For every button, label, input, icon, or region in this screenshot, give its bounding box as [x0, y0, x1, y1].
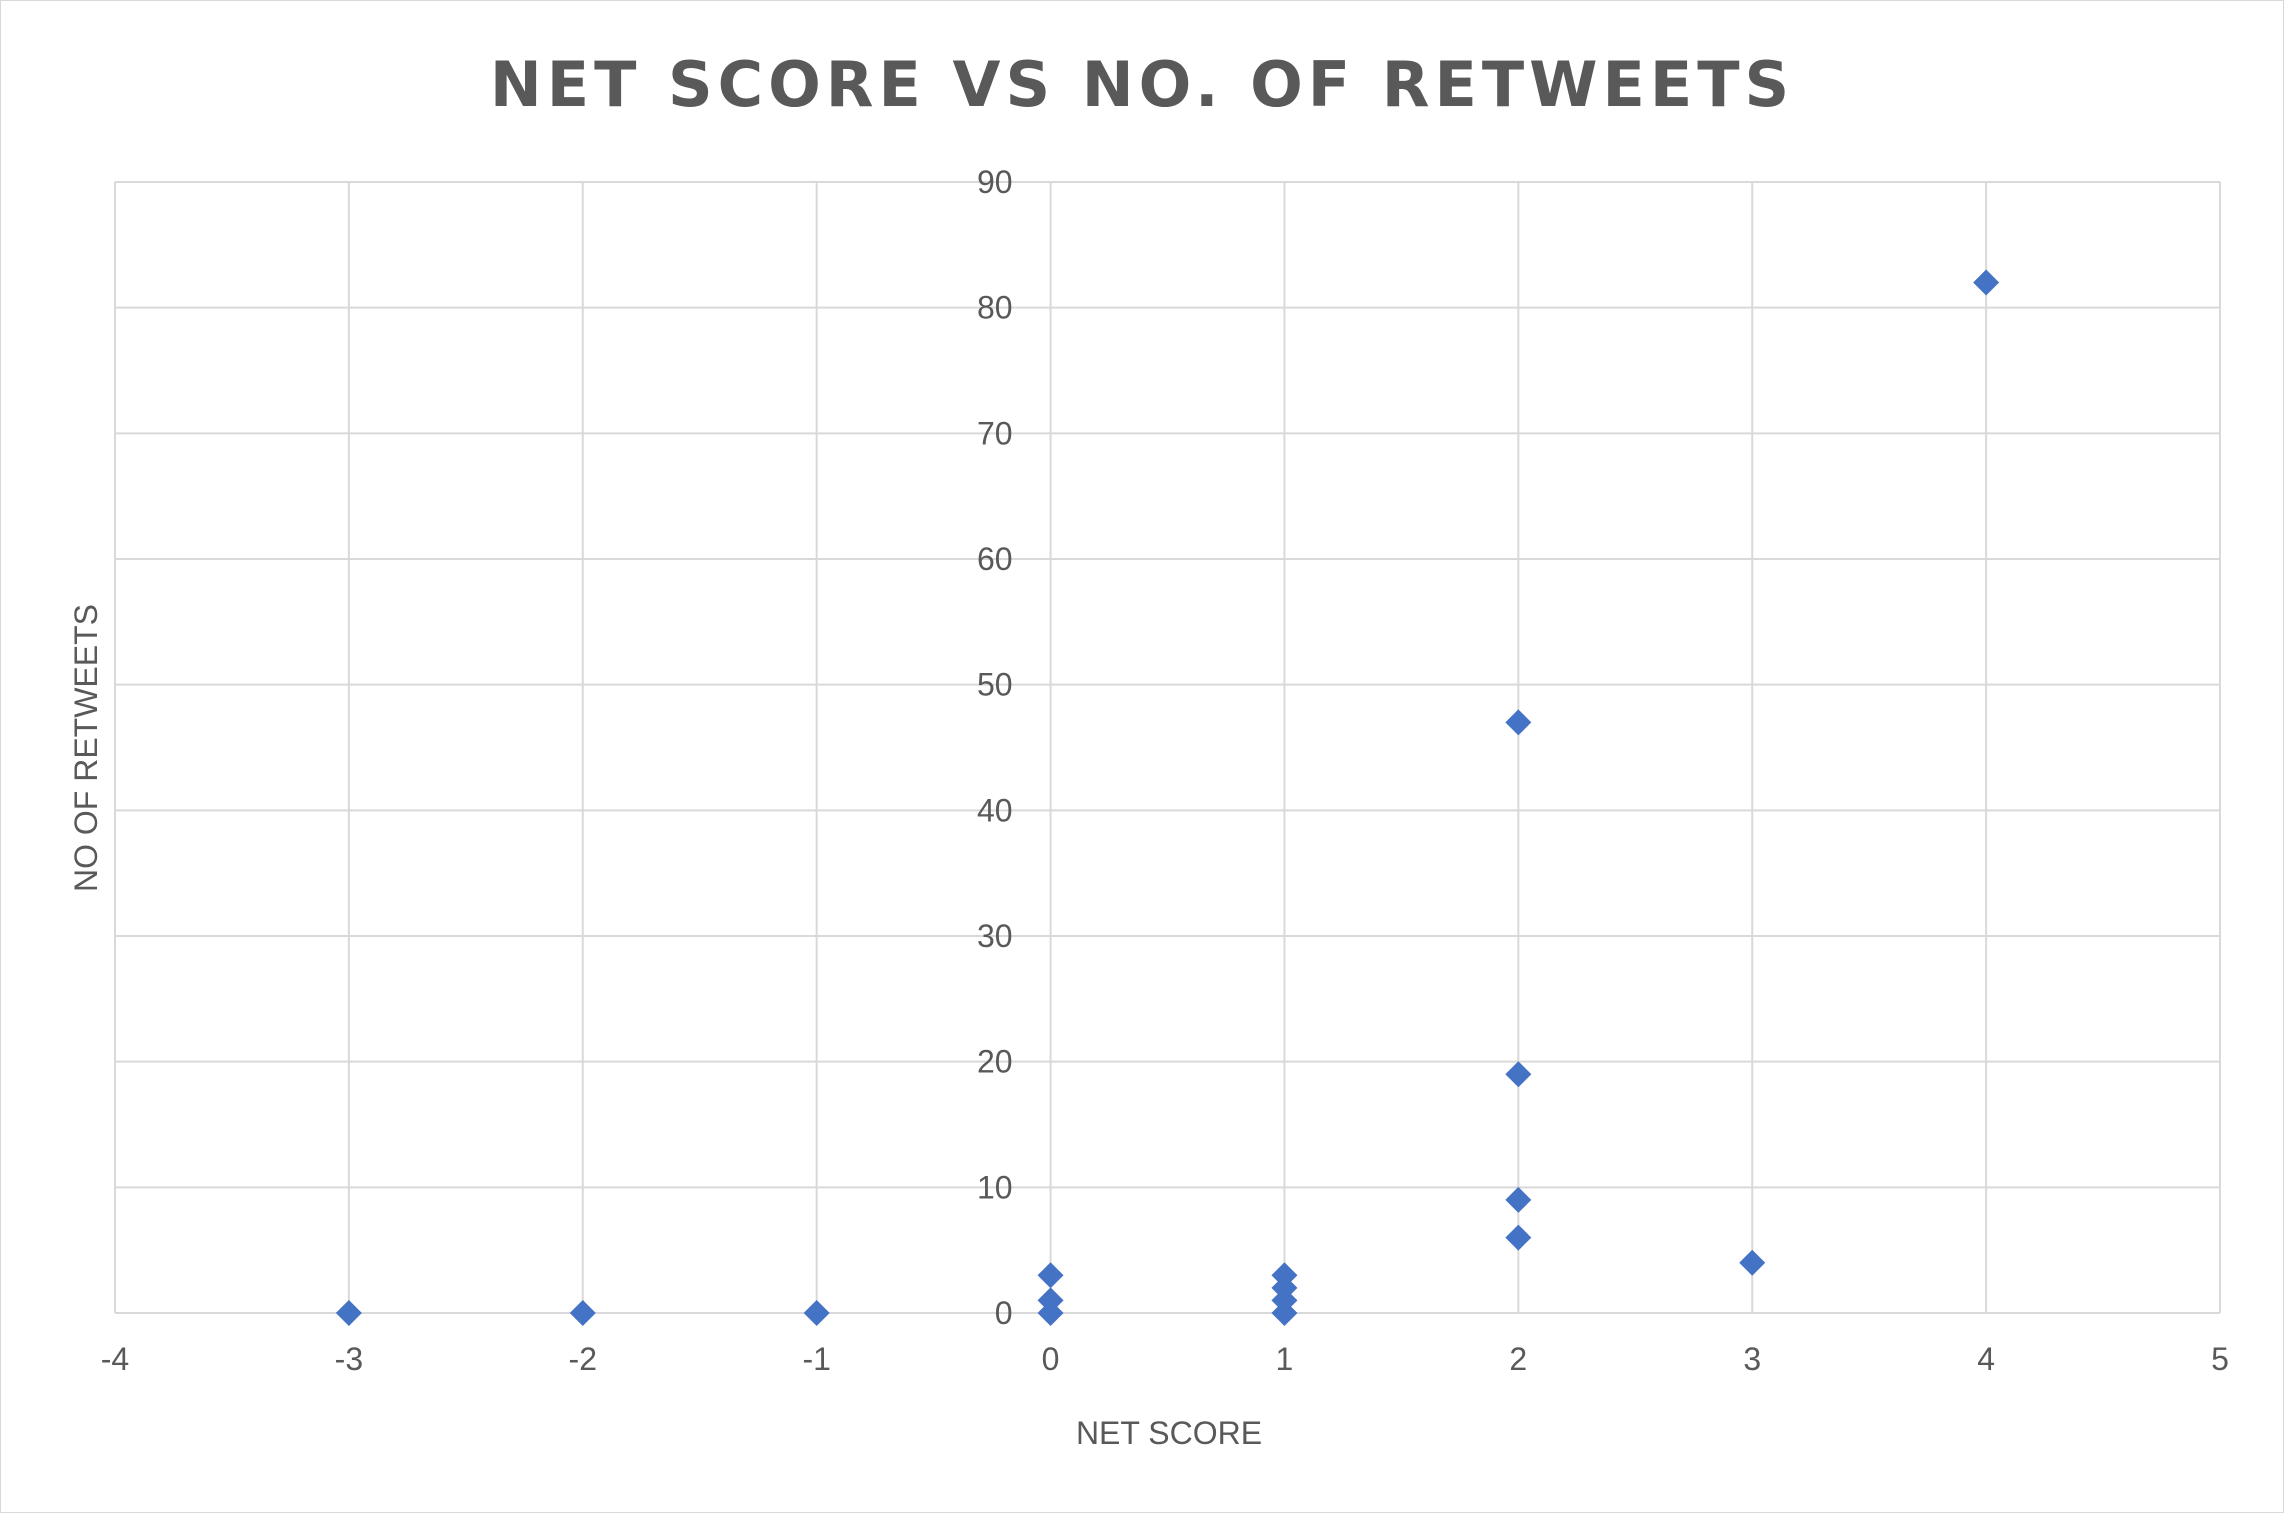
y-tick-label: 20	[977, 1044, 1013, 1080]
x-tick-label: 0	[1042, 1341, 1060, 1377]
y-tick-label: 0	[995, 1295, 1013, 1331]
y-tick-label: 60	[977, 541, 1013, 577]
data-point	[569, 1300, 596, 1326]
gridlines	[114, 181, 2221, 1314]
x-tick-label: 2	[1509, 1341, 1527, 1377]
data-point	[1505, 1186, 1532, 1213]
x-tick-label: 4	[1977, 1341, 1995, 1377]
x-tick-label: -3	[335, 1341, 363, 1377]
data-point	[1505, 709, 1532, 736]
x-tick-label: 5	[2211, 1341, 2229, 1377]
y-tick-label: 70	[977, 415, 1013, 451]
x-axis-tick-labels: -4 -3 -2 -1 0 1 2 3 4 5	[101, 1341, 2229, 1377]
x-axis-title: NET SCORE	[1076, 1415, 1262, 1451]
y-axis-tick-labels: 0 10 20 30 40 50 60 70 80 90	[977, 164, 1013, 1331]
data-point	[1739, 1249, 1766, 1276]
x-tick-label: 3	[1743, 1341, 1761, 1377]
x-tick-label: -2	[569, 1341, 597, 1377]
x-tick-label: -4	[101, 1341, 129, 1377]
y-tick-label: 80	[977, 290, 1013, 326]
data-points	[335, 269, 2000, 1326]
y-tick-label: 10	[977, 1169, 1013, 1205]
y-tick-label: 50	[977, 667, 1013, 703]
data-point	[803, 1300, 830, 1326]
x-tick-label: -1	[802, 1341, 830, 1377]
data-point	[1973, 269, 2000, 296]
y-tick-label: 30	[977, 918, 1013, 954]
y-tick-label: 90	[977, 164, 1013, 200]
y-axis-title: NO OF RETWEETS	[68, 604, 104, 892]
data-point	[1271, 1262, 1298, 1289]
y-tick-label: 40	[977, 792, 1013, 828]
data-point	[1037, 1287, 1064, 1314]
data-point	[335, 1300, 362, 1326]
x-tick-label: 1	[1276, 1341, 1294, 1377]
data-point	[1505, 1224, 1532, 1251]
data-point	[1505, 1061, 1532, 1088]
chart-title: NET SCORE VS NO. OF RETWEETS	[490, 48, 1794, 121]
data-point	[1037, 1262, 1064, 1289]
